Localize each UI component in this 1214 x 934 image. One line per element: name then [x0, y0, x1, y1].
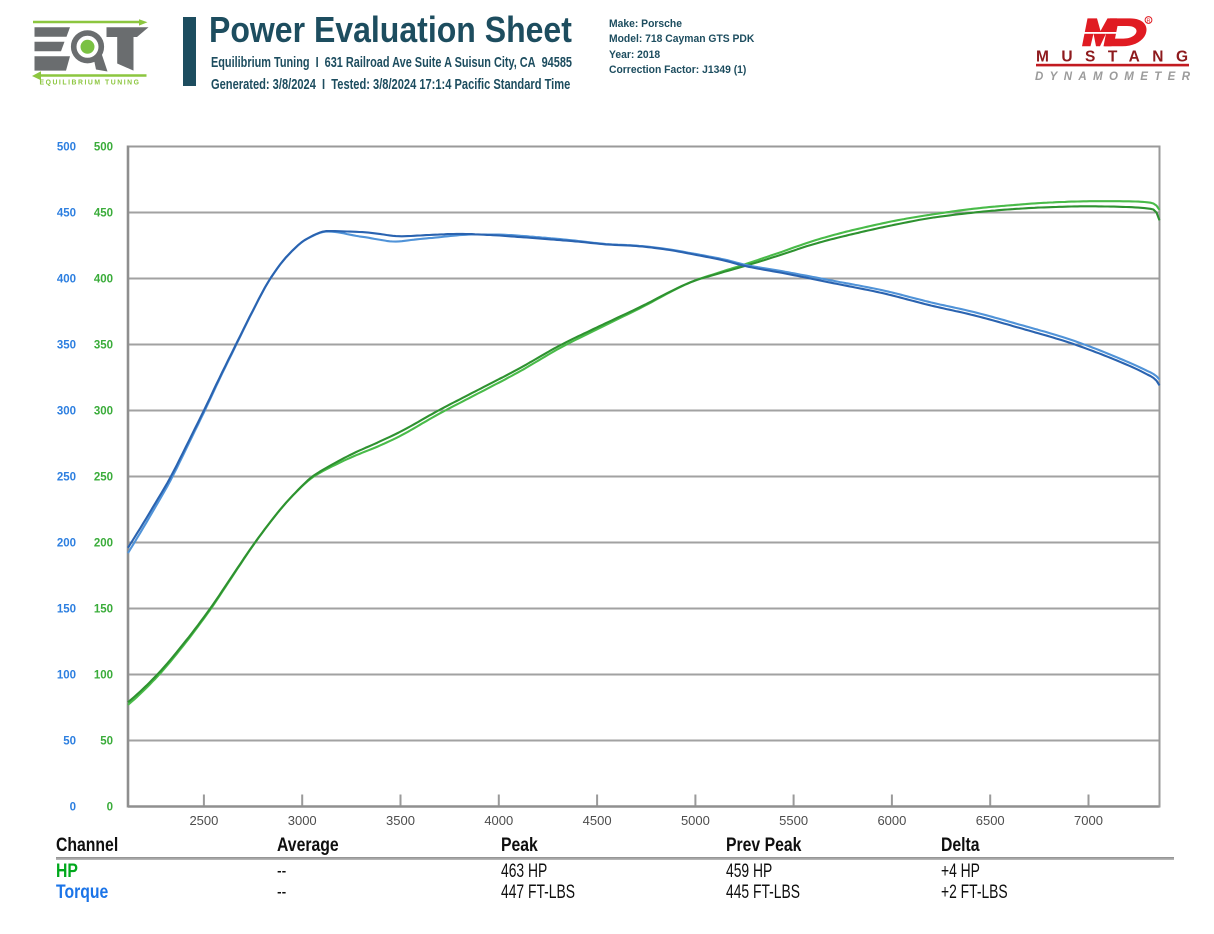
- svg-text:300: 300: [57, 406, 76, 418]
- svg-text:5000: 5000: [681, 813, 710, 828]
- svg-text:EQUILIBRIUM TUNING: EQUILIBRIUM TUNING: [40, 78, 141, 87]
- svg-text:0: 0: [70, 802, 76, 814]
- svg-text:350: 350: [94, 340, 113, 352]
- svg-text:0: 0: [107, 802, 113, 814]
- svg-text:6500: 6500: [976, 813, 1005, 828]
- svg-text:7000: 7000: [1074, 813, 1103, 828]
- svg-text:100: 100: [57, 670, 76, 682]
- svg-text:200: 200: [94, 538, 113, 550]
- svg-text:450: 450: [57, 208, 76, 220]
- svg-text:500: 500: [57, 142, 76, 154]
- svg-text:R: R: [1147, 18, 1151, 24]
- svg-text:300: 300: [94, 406, 113, 418]
- svg-text:350: 350: [57, 340, 76, 352]
- svg-text:2500: 2500: [189, 813, 218, 828]
- svg-text:4500: 4500: [583, 813, 612, 828]
- svg-text:50: 50: [63, 736, 76, 748]
- svg-text:200: 200: [57, 538, 76, 550]
- svg-text:400: 400: [57, 274, 76, 286]
- svg-text:5500: 5500: [779, 813, 808, 828]
- svg-text:250: 250: [94, 472, 113, 484]
- svg-text:50: 50: [100, 736, 113, 748]
- svg-text:3000: 3000: [288, 813, 317, 828]
- svg-text:500: 500: [94, 142, 113, 154]
- svg-text:100: 100: [94, 670, 113, 682]
- svg-text:3500: 3500: [386, 813, 415, 828]
- svg-text:150: 150: [94, 604, 113, 616]
- svg-text:4000: 4000: [484, 813, 513, 828]
- svg-text:400: 400: [94, 274, 113, 286]
- svg-text:450: 450: [94, 208, 113, 220]
- svg-text:150: 150: [57, 604, 76, 616]
- svg-text:6000: 6000: [877, 813, 906, 828]
- svg-text:250: 250: [57, 472, 76, 484]
